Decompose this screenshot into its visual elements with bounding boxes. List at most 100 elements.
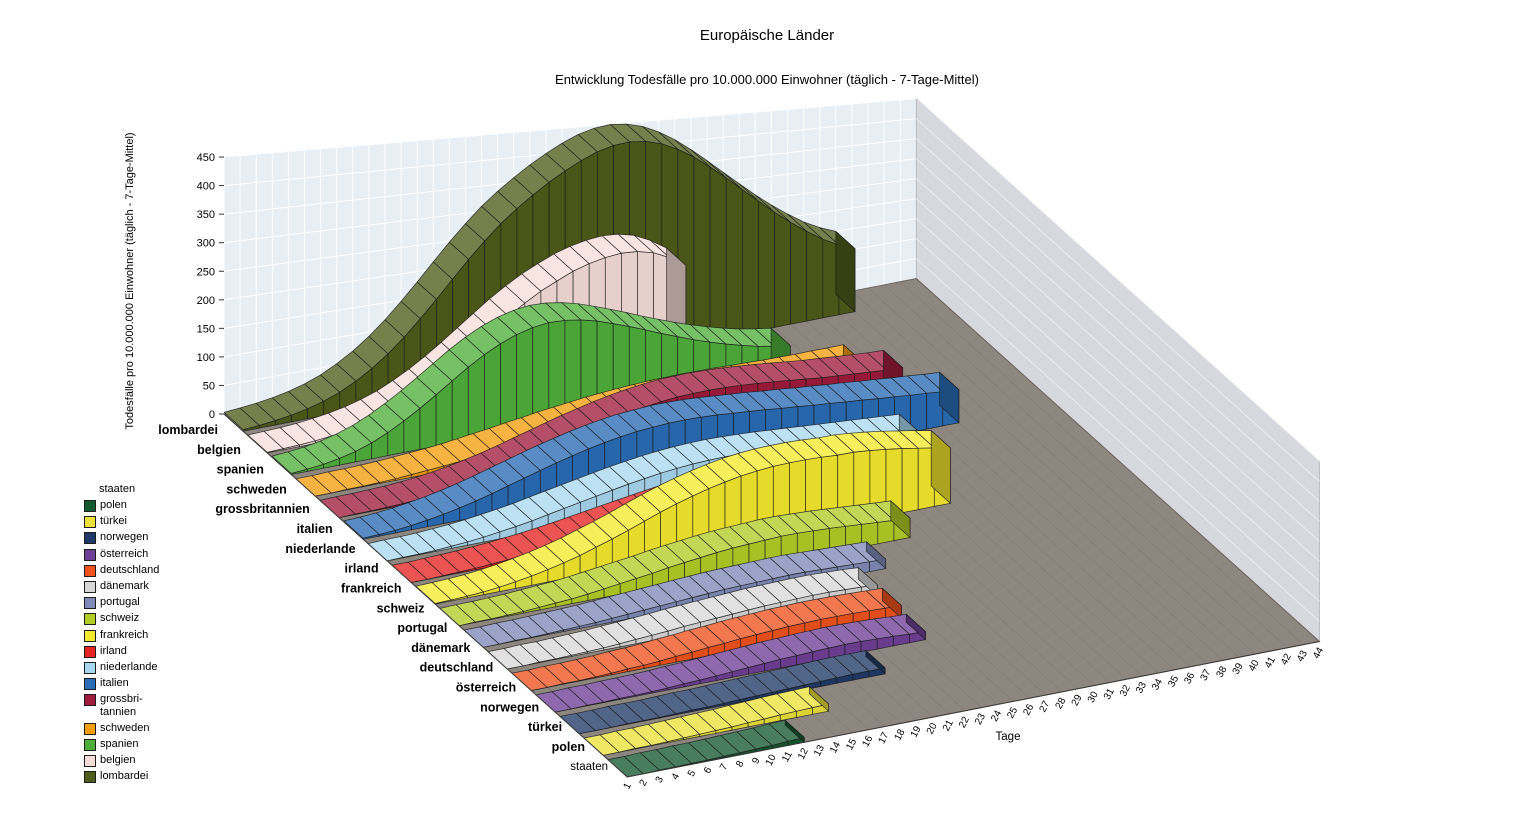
legend-item-italien: italien [84,677,180,691]
wall-grid-line [915,98,1320,462]
legend-swatch-spanien [84,738,96,751]
series-axis-line [223,413,628,778]
legend-label: spanien [100,737,139,750]
series-spanien [271,302,791,475]
x-tick-label: 19 [909,724,924,739]
y-tick-label: 200 [197,295,215,307]
series-axis-label-österreich: österreich [456,681,516,695]
legend-item-deutschland: deutschland [84,564,180,577]
day-axis-line [627,640,1320,778]
legend-item-türkei: türkei [84,515,180,529]
floor-grid-line [835,293,1240,658]
x-tick-label: 17 [877,730,892,745]
legend-item-spanien: spanien [84,738,180,751]
legend-swatch-norwegen [84,532,96,545]
floor-grid-line [883,284,1288,649]
wall-grid-line [915,118,1320,482]
legend-label: frankreich [100,628,149,641]
x-tick-label: 16 [860,734,875,749]
floor-grid-line [915,278,1320,642]
series-axis-label-grossbritannien: grossbritannien [215,502,309,516]
legend-item-norwegen: norwegen [84,531,180,545]
x-tick-label: 12 [796,746,811,761]
legend-label: irland [100,644,127,657]
wall-grid-line [915,238,1320,602]
legend-swatch-belgien [84,755,96,768]
series-axis-label-belgien: belgien [197,443,241,457]
series-österreich [535,613,926,713]
legend-label: grossbri- tannien [100,693,143,718]
series-axis-label-norwegen: norwegen [480,700,539,714]
x-tick-label: 8 [734,759,747,769]
series-axis-label-niederlande: niederlande [285,542,355,556]
x-tick-label: 7 [718,762,731,772]
series-axis-label-spanien: spanien [217,463,264,477]
x-tick-label: 41 [1263,655,1278,670]
legend-item-polen: polen [84,499,180,512]
legend-label: italien [100,677,129,690]
y-axis-title: Todesfälle pro 10.000.000 Einwohner (täg… [124,132,136,429]
x-tick-label: 36 [1182,671,1197,686]
x-tick-label: 44 [1311,645,1326,660]
series-axis-title: staaten [570,761,608,773]
wall-grid-line [915,258,1320,622]
chart-subtitle: Entwicklung Todesfälle pro 10.000.000 Ei… [555,72,979,87]
wall-grid-line [915,158,1320,522]
series-axis-label-polen: polen [552,740,585,754]
x-tick-label: 15 [844,737,859,752]
legend-swatch-deutschland [84,564,96,577]
x-tick-label: 32 [1118,683,1133,698]
wall-grid-line [223,98,917,158]
legend-swatch-polen [84,500,96,512]
x-tick-label: 20 [925,721,940,736]
legend-item-lombardei: lombardei [84,770,180,784]
x-tick-label: 39 [1231,661,1246,676]
y-tick-label: 100 [197,352,215,364]
x-tick-label: 6 [702,765,715,775]
legend-item-dänemark: dänemark [84,580,180,593]
wall-grid-line [915,198,1320,562]
legend-label: deutschland [100,563,160,576]
x-tick-label: 42 [1279,652,1294,667]
series-türkei [583,685,829,756]
series-axis-label-italien: italien [297,522,333,536]
x-tick-label: 4 [670,771,683,781]
series-norwegen [559,649,886,735]
legend-label: schweden [100,721,150,734]
x-tick-label: 30 [1086,689,1101,704]
x-tick-label: 28 [1054,696,1069,711]
x-tick-label: 27 [1038,699,1053,714]
floor-grid-line [899,281,1304,645]
floor-grid-line [851,290,1256,655]
wall-grid-line [915,218,1320,582]
legend-item-schweden: schweden [84,722,180,735]
chart-title: Europäische Länder [699,27,835,44]
x-tick-label: 33 [1134,680,1149,695]
x-tick-label: 22 [957,715,972,730]
legend-label: türkei [100,515,127,528]
y-tick-label: 450 [197,152,215,164]
legend-swatch-frankreich [84,629,96,642]
legend-label: österreich [100,547,149,560]
x-tick-label: 25 [1005,705,1020,720]
legend-label: schweiz [100,612,140,625]
legend-item-niederlande: niederlande [84,661,180,674]
wall-grid-line [915,178,1320,542]
legend-item-schweiz: schweiz [84,612,180,626]
legend-swatch-irland [84,645,96,658]
legend-item-österreich: österreich [84,548,180,561]
chart-ribbons [223,123,960,778]
x-tick-label: 11 [780,749,795,764]
x-axis-title: Tage [996,731,1021,743]
x-tick-label: 24 [989,708,1004,723]
x-tick-label: 29 [1070,693,1085,708]
legend-label: dänemark [100,579,149,592]
x-tick-label: 10 [764,752,779,767]
series-axis-label-portugal: portugal [397,621,447,635]
legend-label: norwegen [100,531,149,544]
legend-swatch-portugal [84,597,96,610]
x-tick-label: 18 [893,727,908,742]
legend-swatch-lombardei [84,771,96,784]
